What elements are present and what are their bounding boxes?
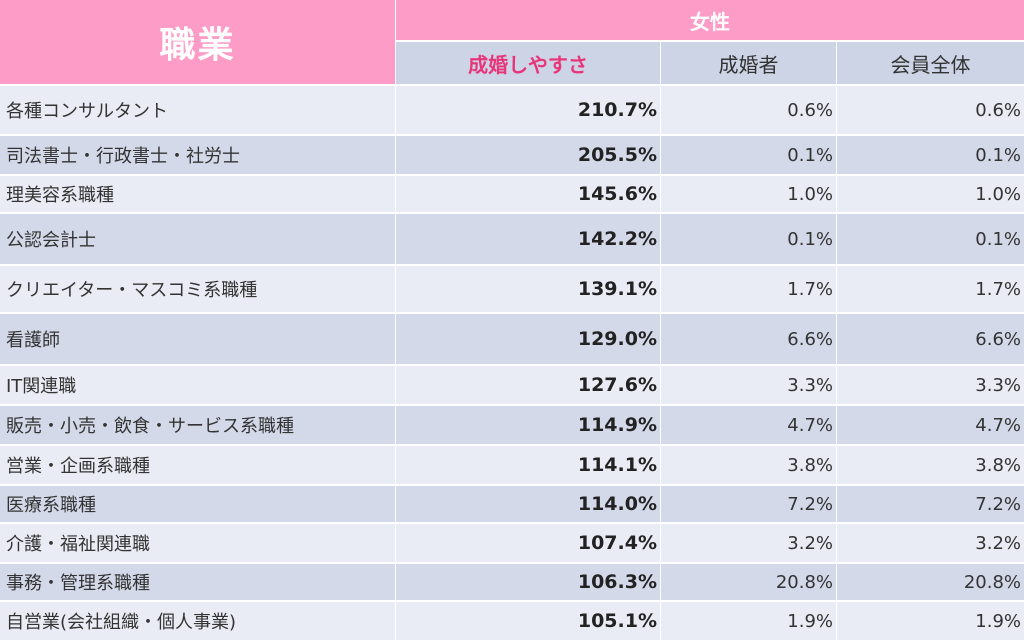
all-members-cell: 3.8% bbox=[837, 446, 1024, 486]
married-column-header: 成婚者 bbox=[661, 42, 837, 86]
married-cell: 7.2% bbox=[661, 486, 837, 524]
all-members-cell: 1.0% bbox=[837, 176, 1024, 214]
table-row: 介護・福祉関連職 107.4% 3.2% 3.2% bbox=[0, 524, 1024, 564]
occupation-cell: IT関連職 bbox=[0, 366, 396, 406]
table-row: クリエイター・マスコミ系職種 139.1% 1.7% 1.7% bbox=[0, 266, 1024, 314]
married-cell: 3.3% bbox=[661, 366, 837, 406]
ease-cell: 114.0% bbox=[396, 486, 661, 524]
married-cell: 20.8% bbox=[661, 564, 837, 602]
all-members-cell: 0.6% bbox=[837, 86, 1024, 136]
all-members-cell: 3.3% bbox=[837, 366, 1024, 406]
married-cell: 3.2% bbox=[661, 524, 837, 564]
table-row: 事務・管理系職種 106.3% 20.8% 20.8% bbox=[0, 564, 1024, 602]
married-cell: 0.1% bbox=[661, 214, 837, 266]
occupation-header: 職業 bbox=[0, 0, 396, 86]
ease-cell: 205.5% bbox=[396, 136, 661, 176]
ease-cell: 127.6% bbox=[396, 366, 661, 406]
occupation-cell: 販売・小売・飲食・サービス系職種 bbox=[0, 406, 396, 446]
table-row: 各種コンサルタント 210.7% 0.6% 0.6% bbox=[0, 86, 1024, 136]
occupation-cell: クリエイター・マスコミ系職種 bbox=[0, 266, 396, 314]
all-members-cell: 7.2% bbox=[837, 486, 1024, 524]
occupation-cell: 自営業(会社組織・個人事業) bbox=[0, 602, 396, 642]
married-cell: 0.1% bbox=[661, 136, 837, 176]
occupation-cell: 各種コンサルタント bbox=[0, 86, 396, 136]
ease-cell: 107.4% bbox=[396, 524, 661, 564]
occupation-cell: 営業・企画系職種 bbox=[0, 446, 396, 486]
table-row: 販売・小売・飲食・サービス系職種 114.9% 4.7% 4.7% bbox=[0, 406, 1024, 446]
married-cell: 0.6% bbox=[661, 86, 837, 136]
married-cell: 1.7% bbox=[661, 266, 837, 314]
table-row: 自営業(会社組織・個人事業) 105.1% 1.9% 1.9% bbox=[0, 602, 1024, 642]
all-members-cell: 20.8% bbox=[837, 564, 1024, 602]
all-members-column-header: 会員全体 bbox=[837, 42, 1024, 86]
occupation-cell: 看護師 bbox=[0, 314, 396, 366]
table-row: IT関連職 127.6% 3.3% 3.3% bbox=[0, 366, 1024, 406]
ease-cell: 105.1% bbox=[396, 602, 661, 642]
all-members-cell: 6.6% bbox=[837, 314, 1024, 366]
ease-column-header: 成婚しやすさ bbox=[396, 42, 661, 86]
married-cell: 1.0% bbox=[661, 176, 837, 214]
table-row: 公認会計士 142.2% 0.1% 0.1% bbox=[0, 214, 1024, 266]
table-row: 看護師 129.0% 6.6% 6.6% bbox=[0, 314, 1024, 366]
ease-cell: 142.2% bbox=[396, 214, 661, 266]
occupation-cell: 理美容系職種 bbox=[0, 176, 396, 214]
ease-cell: 210.7% bbox=[396, 86, 661, 136]
occupation-cell: 公認会計士 bbox=[0, 214, 396, 266]
all-members-cell: 3.2% bbox=[837, 524, 1024, 564]
occupation-cell: 医療系職種 bbox=[0, 486, 396, 524]
table-row: 医療系職種 114.0% 7.2% 7.2% bbox=[0, 486, 1024, 524]
married-cell: 1.9% bbox=[661, 602, 837, 642]
table-row: 営業・企画系職種 114.1% 3.8% 3.8% bbox=[0, 446, 1024, 486]
table-row: 理美容系職種 145.6% 1.0% 1.0% bbox=[0, 176, 1024, 214]
ease-cell: 145.6% bbox=[396, 176, 661, 214]
all-members-cell: 4.7% bbox=[837, 406, 1024, 446]
ease-cell: 114.9% bbox=[396, 406, 661, 446]
all-members-cell: 0.1% bbox=[837, 136, 1024, 176]
ease-cell: 114.1% bbox=[396, 446, 661, 486]
female-header: 女性 bbox=[396, 0, 1024, 42]
all-members-cell: 1.9% bbox=[837, 602, 1024, 642]
all-members-cell: 0.1% bbox=[837, 214, 1024, 266]
ease-cell: 129.0% bbox=[396, 314, 661, 366]
ease-cell: 139.1% bbox=[396, 266, 661, 314]
all-members-cell: 1.7% bbox=[837, 266, 1024, 314]
occupation-cell: 司法書士・行政書士・社労士 bbox=[0, 136, 396, 176]
married-cell: 6.6% bbox=[661, 314, 837, 366]
married-cell: 4.7% bbox=[661, 406, 837, 446]
ease-cell: 106.3% bbox=[396, 564, 661, 602]
occupation-cell: 事務・管理系職種 bbox=[0, 564, 396, 602]
occupation-cell: 介護・福祉関連職 bbox=[0, 524, 396, 564]
married-cell: 3.8% bbox=[661, 446, 837, 486]
table-row: 司法書士・行政書士・社労士 205.5% 0.1% 0.1% bbox=[0, 136, 1024, 176]
